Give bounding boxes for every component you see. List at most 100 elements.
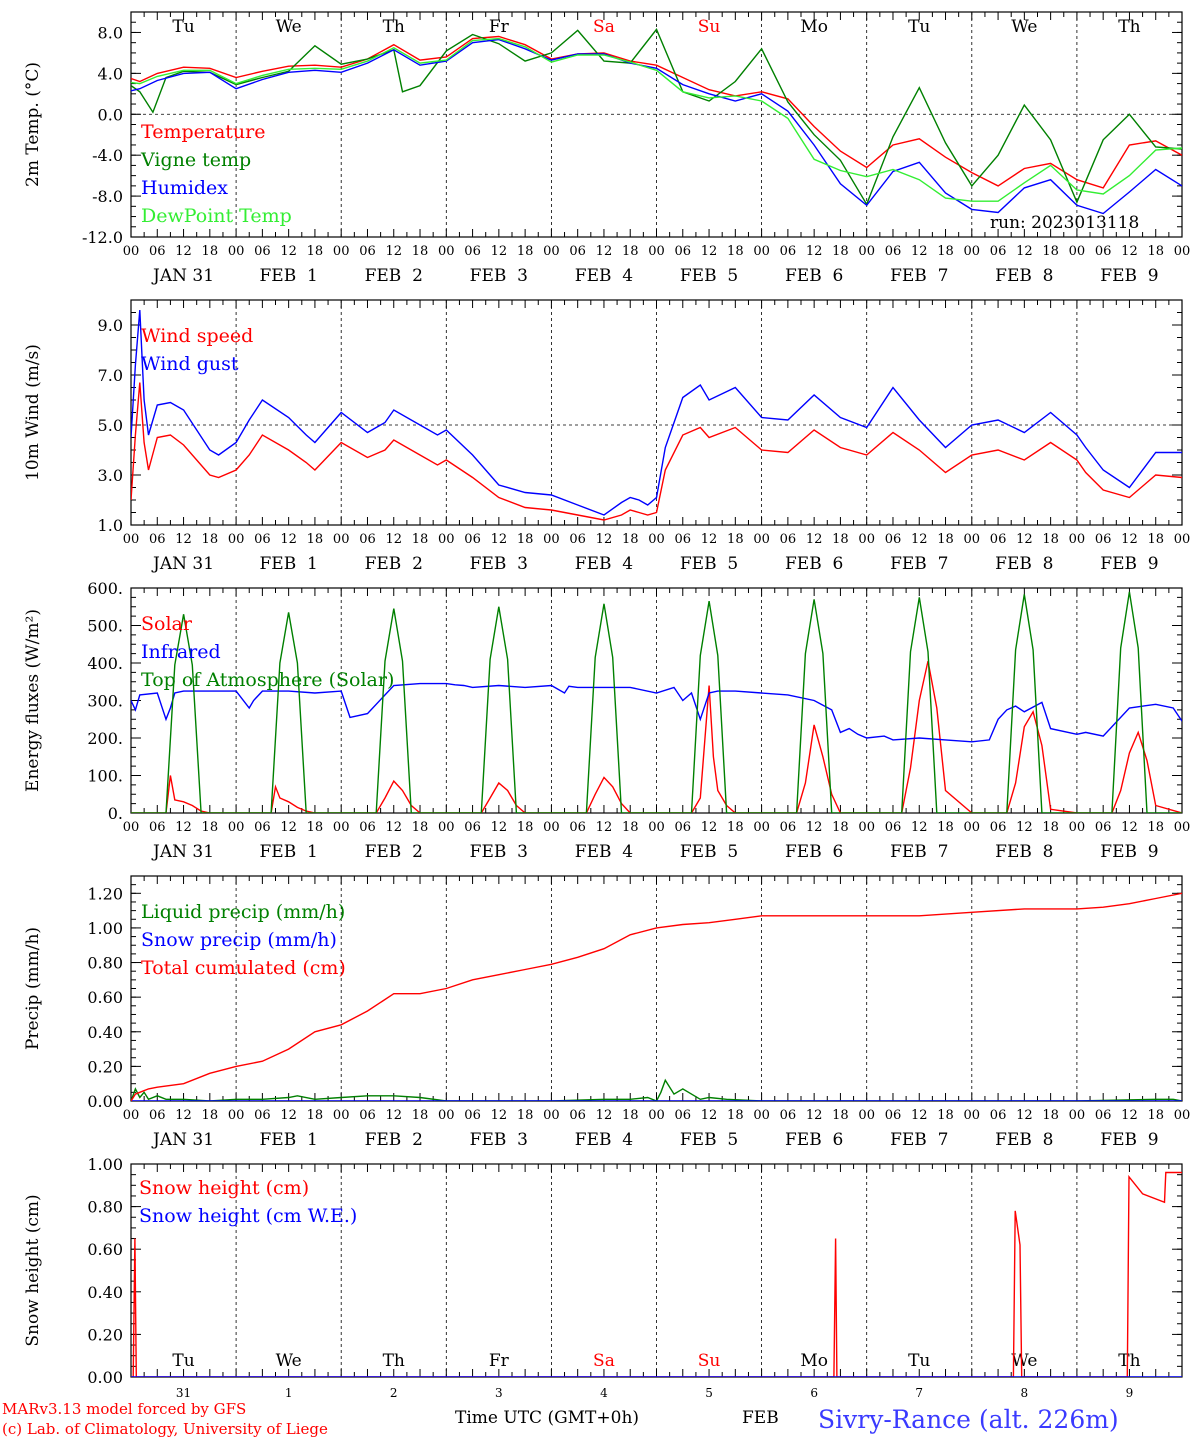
date-label: FEB 8 (995, 1130, 1053, 1150)
y-tick-label: 400. (87, 654, 123, 673)
hour-tick-label: 06 (675, 532, 692, 547)
hour-tick-label: 12 (701, 820, 718, 835)
hour-tick-label: 18 (412, 1108, 429, 1123)
hour-tick-label: 00 (858, 1108, 875, 1123)
weekday-label: Su (698, 1351, 721, 1371)
hour-tick-label: 00 (333, 532, 350, 547)
panel-3: 600. 500. 400. 300. 200. 100. 0. Energy fluxes … (23, 579, 1190, 862)
day-number-label: 6 (810, 1386, 818, 1400)
hour-tick-label: 12 (596, 820, 613, 835)
date-label: FEB 2 (365, 266, 423, 286)
legend-entry: Solar (141, 613, 193, 635)
hour-tick-label: 18 (727, 244, 744, 259)
hour-tick-label: 12 (1121, 820, 1138, 835)
weekday-label: Th (383, 1351, 405, 1371)
hour-tick-label: 18 (202, 1108, 219, 1123)
hour-tick-label: 18 (937, 532, 954, 547)
run-label: run: 2023013118 (990, 213, 1139, 233)
hour-tick-label: 18 (727, 820, 744, 835)
hour-tick-label: 12 (385, 532, 402, 547)
y-axis-title: 2m Temp. (°C) (23, 62, 43, 187)
hour-tick-label: 00 (438, 244, 455, 259)
series-line (131, 1171, 1182, 1377)
hour-tick-label: 06 (675, 820, 692, 835)
hour-tick-label: 12 (596, 532, 613, 547)
weekday-label: Tu (908, 17, 930, 37)
y-tick-label: 300. (87, 692, 123, 711)
weekday-label: Th (383, 17, 405, 37)
location-label: Sivry-Rance (alt. 226m) (818, 1405, 1119, 1434)
date-label: FEB 3 (470, 842, 528, 862)
y-tick-label: -8.0 (92, 187, 123, 206)
legend-entry: Wind speed (141, 325, 253, 347)
hour-tick-label: 12 (1121, 1108, 1138, 1123)
weekday-label: Sa (593, 1351, 615, 1371)
date-label: FEB 2 (365, 842, 423, 862)
hour-tick-label: 12 (385, 244, 402, 259)
hour-tick-label: 00 (648, 532, 665, 547)
hour-tick-label: 18 (937, 244, 954, 259)
legend-entry: DewPoint Temp (141, 205, 292, 227)
date-label: FEB 7 (890, 1130, 948, 1150)
hour-tick-label: 00 (438, 820, 455, 835)
hour-tick-label: 18 (727, 532, 744, 547)
weekday-label: Su (698, 17, 721, 37)
date-label: FEB 1 (259, 266, 317, 286)
hour-tick-label: 18 (727, 1108, 744, 1123)
hour-tick-label: 00 (1174, 1108, 1191, 1123)
weekday-label: Fr (489, 17, 510, 37)
hour-tick-label: 12 (911, 244, 928, 259)
credit-line-1: MARv3.13 model forced by GFS (2, 1400, 246, 1418)
hour-tick-label: 00 (333, 820, 350, 835)
hour-tick-label: 12 (806, 1108, 823, 1123)
series-line (131, 28, 1182, 206)
hour-tick-label: 00 (964, 1108, 981, 1123)
hour-tick-label: 00 (123, 244, 140, 259)
day-number-label: 5 (705, 1386, 713, 1400)
hour-tick-label: 06 (569, 532, 586, 547)
hour-tick-label: 12 (175, 820, 192, 835)
y-tick-label: 500. (87, 617, 123, 636)
date-label: FEB 5 (680, 1130, 738, 1150)
y-tick-label: 0.60 (87, 1240, 123, 1259)
hour-tick-label: 18 (517, 244, 534, 259)
hour-tick-label: 12 (1121, 244, 1138, 259)
y-tick-label: 8.0 (98, 23, 123, 42)
hour-tick-label: 12 (911, 1108, 928, 1123)
hour-tick-label: 18 (1042, 244, 1059, 259)
date-label: FEB 1 (259, 554, 317, 574)
series-line (131, 591, 1182, 813)
weekday-label: Tu (172, 1351, 194, 1371)
hour-tick-label: 00 (228, 532, 245, 547)
hour-tick-label: 06 (885, 244, 902, 259)
hour-tick-label: 12 (806, 244, 823, 259)
date-label: FEB 3 (470, 554, 528, 574)
hour-tick-label: 12 (911, 820, 928, 835)
date-label: FEB 2 (365, 1130, 423, 1150)
date-label: FEB 5 (680, 266, 738, 286)
hour-tick-label: 18 (307, 1108, 324, 1123)
hour-tick-label: 12 (701, 1108, 718, 1123)
weekday-label: We (1011, 1351, 1037, 1371)
hour-tick-label: 12 (175, 244, 192, 259)
y-tick-label: -4.0 (92, 146, 123, 165)
hour-tick-label: 12 (491, 532, 508, 547)
y-axis-title: Precip (mm/h) (23, 927, 43, 1050)
hour-tick-label: 18 (307, 820, 324, 835)
day-number-label: 8 (1021, 1386, 1029, 1400)
weekday-label: Th (1118, 1351, 1140, 1371)
hour-tick-label: 06 (254, 1108, 271, 1123)
weekday-label: Th (1118, 17, 1140, 37)
hour-tick-label: 06 (1095, 1108, 1112, 1123)
hour-tick-label: 00 (1069, 244, 1086, 259)
hour-tick-label: 00 (543, 820, 560, 835)
hour-tick-label: 06 (990, 532, 1007, 547)
hour-tick-label: 18 (517, 532, 534, 547)
date-label: FEB 4 (575, 842, 633, 862)
hour-tick-label: 18 (1042, 1108, 1059, 1123)
plot-frame (130, 587, 1183, 814)
date-label: FEB 5 (680, 554, 738, 574)
hour-tick-label: 00 (543, 1108, 560, 1123)
plot-frame (130, 299, 1183, 526)
hour-tick-label: 12 (1016, 532, 1033, 547)
